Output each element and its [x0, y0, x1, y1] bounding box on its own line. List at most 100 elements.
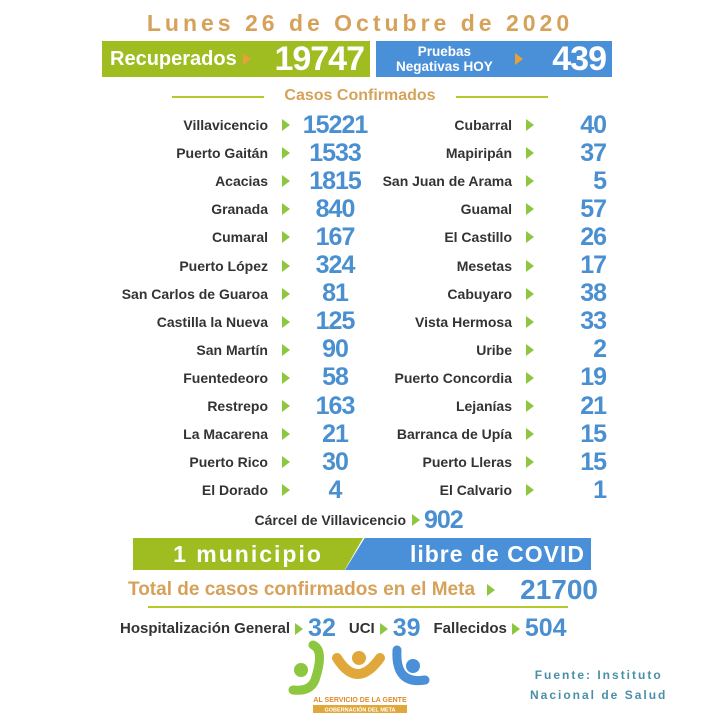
pruebas-value: 439 — [552, 39, 607, 78]
arrow-icon — [282, 484, 290, 497]
municipality-value: 15 — [580, 447, 607, 476]
municipality-row: San Juan de Arama 5 — [360, 167, 607, 195]
municipality-name: Uribe — [476, 341, 512, 358]
municipality-value: 40 — [580, 110, 607, 139]
municipality-row: Guamal 57 — [360, 195, 607, 223]
municipality-row: Puerto Gaitán 1533 — [100, 138, 380, 167]
municipality-row: Lejanías 21 — [360, 391, 607, 420]
municipality-row: Acacias 1815 — [100, 166, 380, 195]
banner-right: libre de COVID — [345, 538, 591, 570]
pruebas-label-line2: Negativas HOY — [396, 59, 493, 74]
recuperados-box: Recuperados 19747 — [102, 39, 370, 78]
recuperados-value: 19747 — [274, 39, 365, 78]
arrow-icon — [526, 287, 534, 300]
municipality-row: Puerto Rico 30 — [100, 447, 380, 476]
municipality-name: Cabuyaro — [447, 285, 512, 302]
arrow-icon — [282, 428, 290, 441]
arrow-icon — [282, 371, 290, 384]
arrow-icon — [526, 175, 534, 188]
municipality-name: Castilla la Nueva — [156, 313, 268, 330]
pruebas-label-line1: Pruebas — [417, 44, 472, 59]
municipality-value: 1533 — [309, 138, 362, 167]
municipality-value: 58 — [322, 363, 349, 392]
arrow-icon — [282, 231, 290, 244]
municipality-row: Uribe 2 — [360, 335, 607, 363]
municipality-value: 125 — [315, 307, 356, 336]
svg-text:AL SERVICIO DE LA GENTE: AL SERVICIO DE LA GENTE — [313, 697, 407, 704]
arrow-icon — [526, 203, 534, 216]
municipality-row: Barranca de Upía 15 — [360, 419, 607, 448]
municipality-value: 167 — [315, 222, 356, 251]
total-label: Total de casos confirmados en el Meta — [128, 579, 476, 600]
municipality-value: 37 — [580, 138, 607, 167]
section-title: Casos Confirmados — [284, 87, 436, 104]
municipality-name: El Castillo — [444, 229, 512, 246]
municipality-row: Puerto Lleras 15 — [360, 447, 607, 476]
arrow-icon — [242, 53, 251, 65]
municipality-row: Mesetas 17 — [360, 251, 607, 279]
municipality-name: San Martín — [196, 341, 268, 358]
municipality-value: 21 — [580, 391, 607, 420]
municipality-name: San Juan de Arama — [382, 173, 512, 190]
municipality-value: 1 — [593, 475, 607, 504]
municipality-name: Acacias — [215, 173, 268, 190]
municipality-row: Puerto Concordia 19 — [360, 363, 607, 392]
municipality-name: Barranca de Upía — [396, 426, 512, 443]
source-line2: Nacional de Salud — [530, 688, 668, 702]
arrow-icon — [282, 203, 290, 216]
municipality-name: La Macarena — [183, 426, 268, 443]
municipality-value: 163 — [315, 391, 356, 420]
municipality-row: Villavicencio 15221 — [100, 111, 380, 139]
hospitalizacion-value: 32 — [308, 614, 336, 642]
arrow-icon — [526, 343, 534, 356]
municipality-name: Cubarral — [454, 117, 512, 133]
arrow-icon — [282, 456, 290, 469]
municipality-value: 90 — [322, 335, 349, 364]
carcel-value: 902 — [424, 505, 464, 534]
carcel-row: Cárcel de Villavicencio 902 — [200, 505, 500, 534]
source-line1: Fuente: Instituto — [534, 668, 663, 682]
arrow-icon — [514, 53, 523, 65]
municipality-value: 4 — [328, 475, 343, 504]
municipality-value: 19 — [580, 363, 607, 392]
municipality-name: Guamal — [460, 201, 512, 218]
recuperados-label: Recuperados — [110, 47, 237, 70]
municipality-row: El Dorado 4 — [100, 475, 380, 504]
arrow-icon — [282, 400, 290, 412]
stats-row: Hospitalización General 32 UCI 39 Fallecid… — [120, 614, 600, 643]
municipality-value: 840 — [315, 194, 356, 223]
municipality-name: Restrepo — [207, 398, 268, 414]
municipality-value: 26 — [580, 222, 607, 251]
arrow-icon — [487, 584, 496, 596]
municipality-name: Villavicencio — [183, 117, 268, 133]
municipality-name: Mapiripán — [445, 145, 512, 162]
municipality-row: Restrepo 163 — [100, 391, 380, 420]
total-value: 21700 — [520, 574, 598, 605]
municipality-name: Puerto Concordia — [394, 369, 512, 386]
divider — [172, 96, 264, 98]
municipality-value: 15 — [580, 419, 607, 448]
municipality-value: 30 — [322, 447, 349, 476]
municipality-row: La Macarena 21 — [100, 419, 380, 448]
hospitalizacion-label: Hospitalización General — [120, 620, 291, 637]
municipality-row: Castilla la Nueva 125 — [100, 307, 380, 336]
municipality-value: 21 — [322, 419, 349, 448]
date-title: Lunes 26 de Octubre de 2020 — [146, 10, 574, 36]
municipality-row: Puerto López 324 — [100, 251, 380, 279]
municipality-name: Fuentedeoro — [183, 369, 268, 386]
banner-left: 1 municipio — [133, 538, 363, 570]
divider — [456, 96, 548, 98]
municipality-name: Mesetas — [456, 257, 512, 274]
total-row: Total de casos confirmados en el Meta 21… — [128, 574, 598, 606]
municipality-name: Granada — [211, 201, 268, 218]
municipality-value: 17 — [580, 251, 607, 279]
municipality-value: 1815 — [309, 166, 362, 195]
gobernacion-logo: AL SERVICIO DE LA GENTE GOBERNACIÓN DEL … — [288, 640, 430, 714]
municipality-value: 38 — [580, 279, 607, 308]
municipality-name: Lejanías — [455, 398, 512, 414]
municipality-row: El Castillo 26 — [360, 222, 607, 251]
arrow-icon — [379, 622, 388, 635]
arrow-icon — [526, 428, 534, 441]
arrow-icon — [295, 622, 304, 635]
municipality-name: San Carlos de Guaroa — [121, 285, 268, 302]
